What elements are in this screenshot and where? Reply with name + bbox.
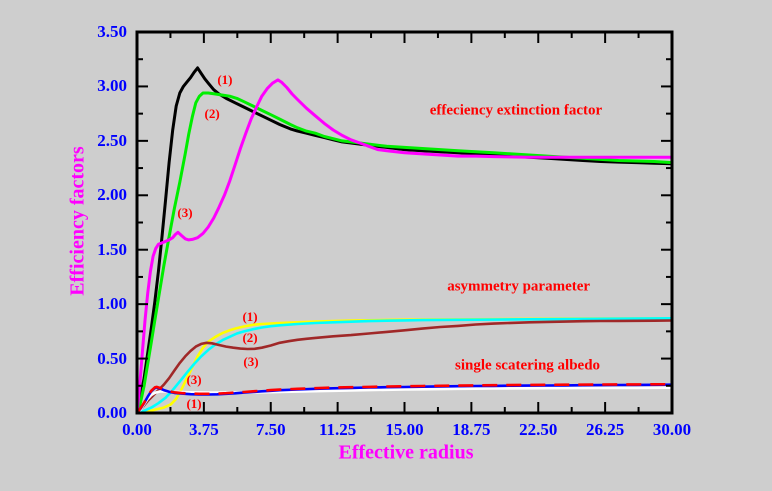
curve-label-asymmetry-2: (2) xyxy=(242,329,258,345)
curve-efficiency-2 xyxy=(135,91,673,414)
x-tick-label: 3.75 xyxy=(189,420,219,439)
x-axis-title: Effective radius xyxy=(338,441,474,464)
annotation-albedo: single scatering albedo xyxy=(455,357,601,374)
annotation-asymmetry: asymmetry parameter xyxy=(447,278,591,295)
curve-efficiency-3 xyxy=(135,78,672,414)
y-tick-label: 1.50 xyxy=(97,239,127,259)
x-tick-label: 15.00 xyxy=(385,420,424,439)
x-tick-label: 7.50 xyxy=(255,420,286,439)
x-tick-label: 0.00 xyxy=(122,420,152,439)
curve-label-albedo-1: (1) xyxy=(186,396,202,412)
curve-single-1 xyxy=(136,386,673,414)
y-axis-title: Efficiency factors xyxy=(66,146,89,296)
curve-asymmetry-3 xyxy=(136,319,673,414)
y-tick-label: 2.00 xyxy=(97,185,127,205)
y-tick-label: 0.50 xyxy=(97,348,127,368)
x-tick-label: 18.75 xyxy=(452,420,491,439)
curve-label-extinction-2: (2) xyxy=(204,105,220,121)
plot-frame xyxy=(135,30,674,415)
y-tick-label: 0.00 xyxy=(97,403,127,422)
y-tick-label: 3.50 xyxy=(97,22,127,41)
y-tick-label: 2.50 xyxy=(97,130,127,150)
curve-label-extinction-3: (3) xyxy=(177,204,193,220)
curve-label-asymmetry-3: (3) xyxy=(243,353,259,369)
x-tick-label: 26.25 xyxy=(586,420,625,439)
curve-label-extinction-1: (1) xyxy=(217,71,233,87)
curve-label-asymmetry-1: (1) xyxy=(242,309,258,325)
annotation-extinction: effeciency extinction factor xyxy=(429,102,603,119)
x-tick-label: 11.25 xyxy=(318,420,357,439)
x-tick-label: 30.00 xyxy=(652,420,692,439)
y-tick-label: 3.00 xyxy=(97,76,127,96)
x-tick-label: 22.50 xyxy=(519,420,558,439)
curve-single-2 xyxy=(135,382,673,414)
y-tick-label: 1.00 xyxy=(97,294,127,314)
curve-label-albedo-3: (3) xyxy=(186,372,202,388)
curve-asymmetry-2 xyxy=(136,317,673,415)
